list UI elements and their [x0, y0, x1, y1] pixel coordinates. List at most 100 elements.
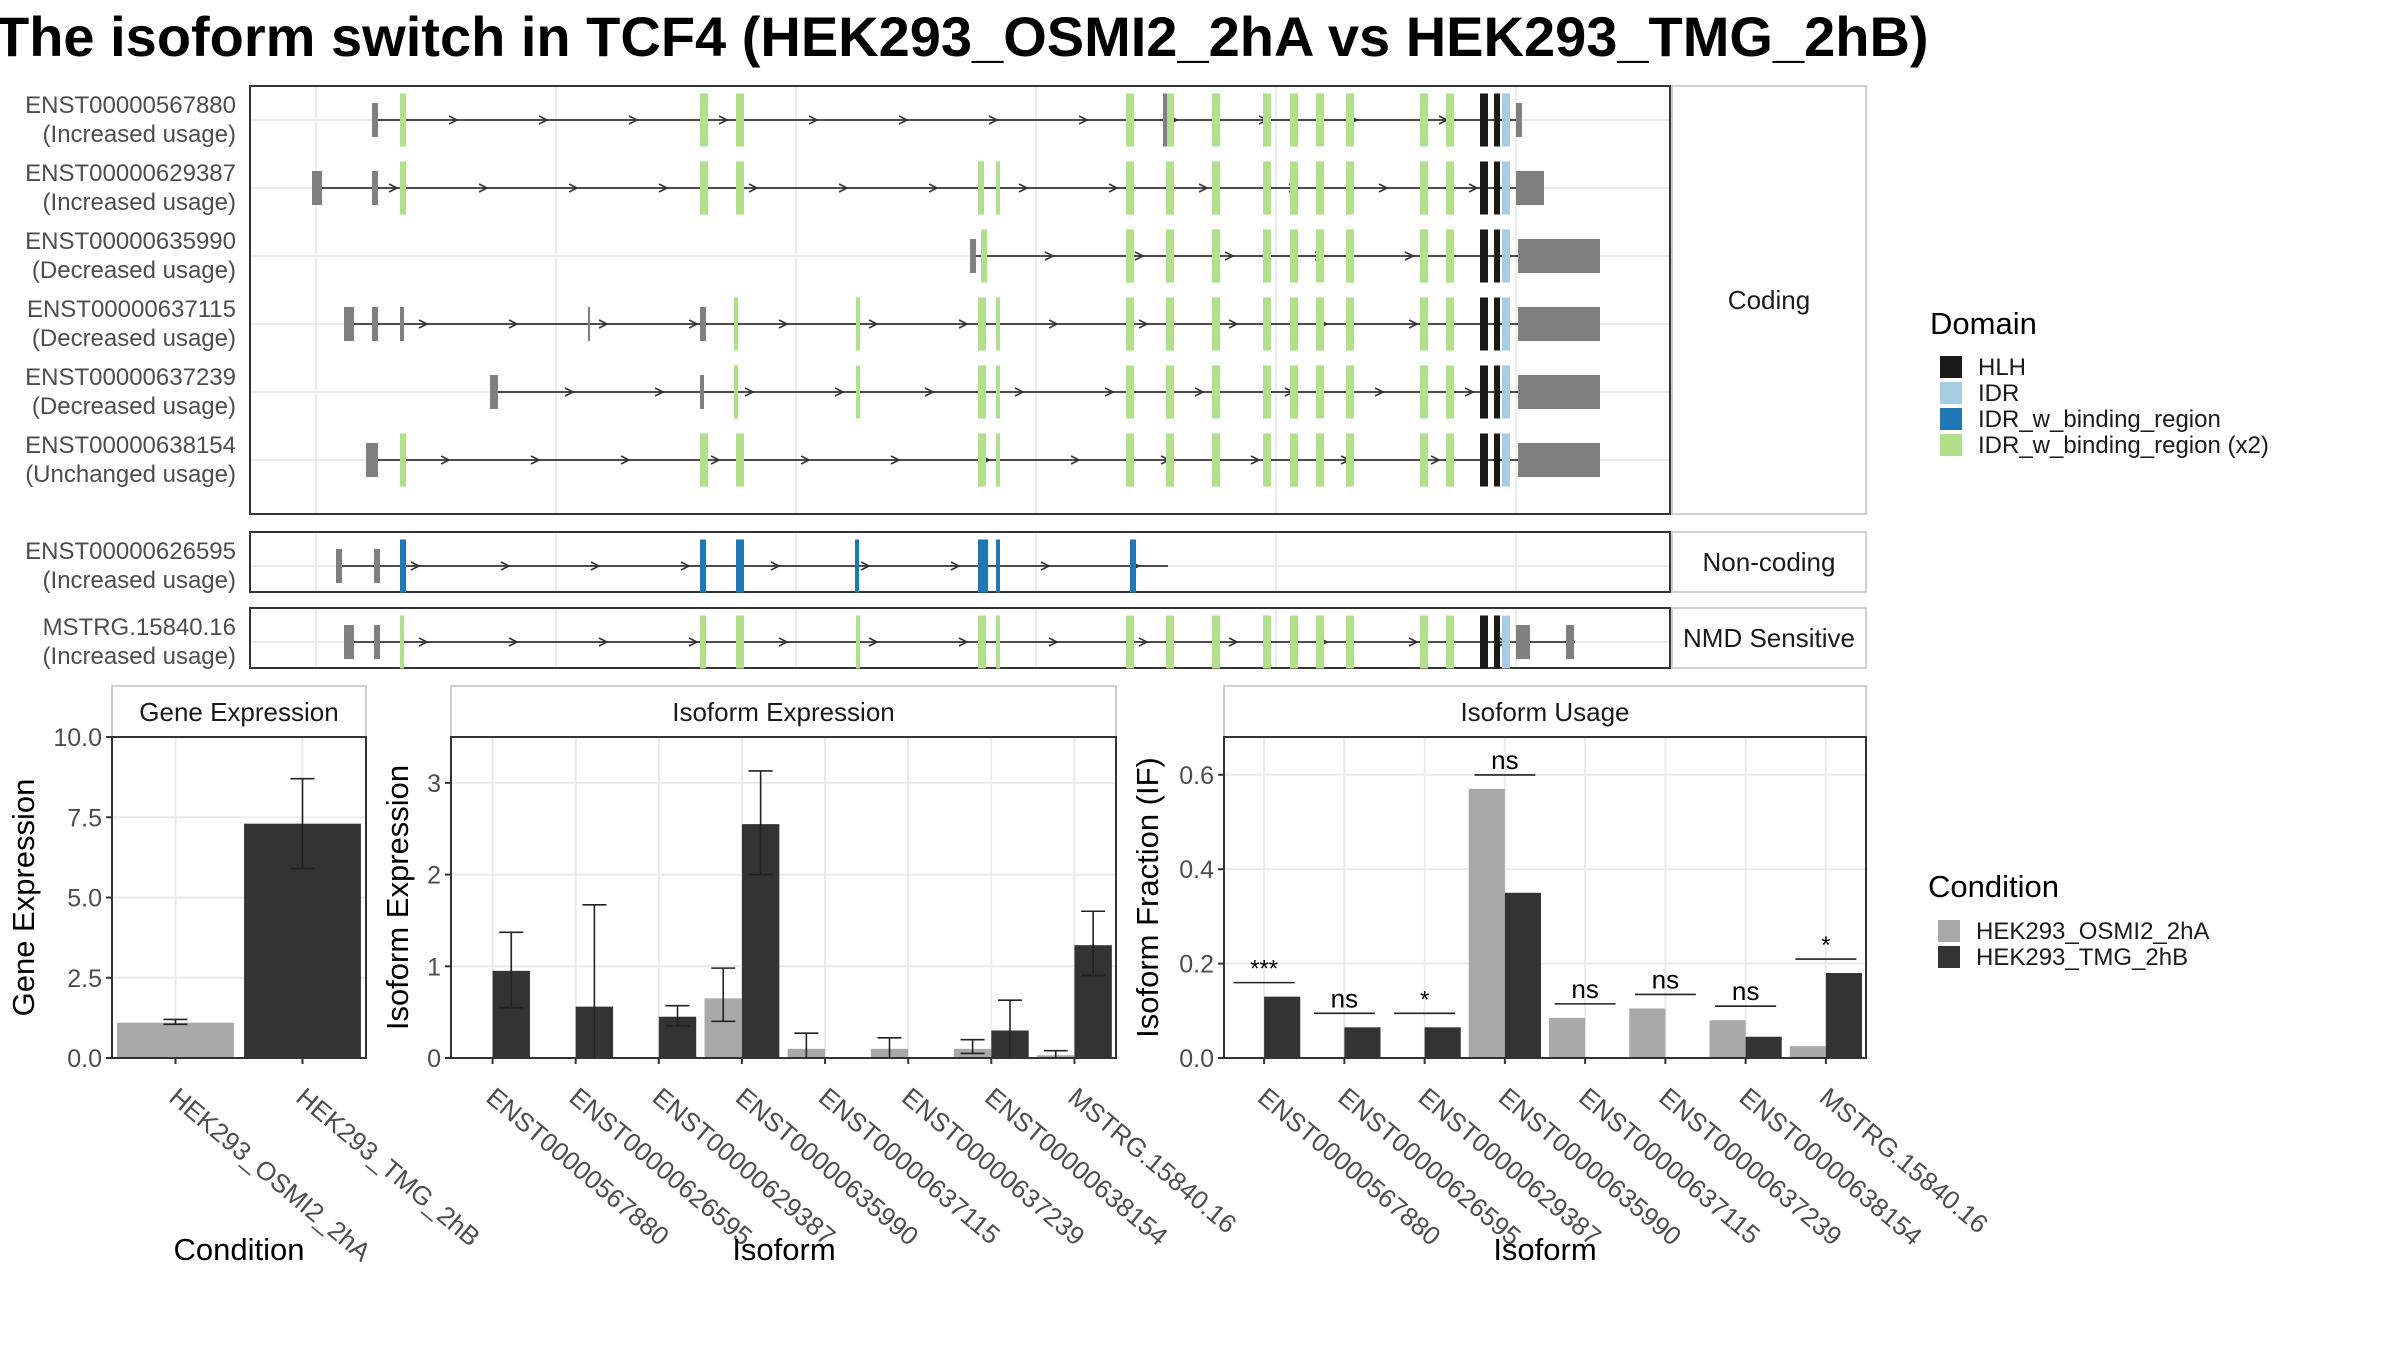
intron-direction-arrow [508, 319, 519, 329]
domain-legend: Domain HLHIDRIDR_w_binding_regionIDR_w_b… [1930, 306, 2269, 459]
intron-direction-arrow [478, 183, 489, 193]
intron-direction-arrow [1048, 637, 1059, 647]
isoform-label: ENST00000637239 [25, 364, 236, 391]
bar [1549, 1017, 1586, 1058]
intron-direction-arrow [1040, 561, 1051, 571]
exon [1494, 365, 1500, 419]
intron-direction-arrow [1404, 251, 1415, 261]
isoform-structure-panel: Coding Non-coding NMD Sensitive ENST0000056… [25, 85, 1867, 670]
panel-strip [450, 685, 1117, 738]
condition-legend-key [1938, 946, 1960, 968]
panel-strip [111, 685, 367, 738]
intron-direction-arrow [868, 637, 879, 647]
exon [1494, 615, 1500, 669]
exon [400, 615, 404, 669]
significance-label: ns [1571, 974, 1598, 1004]
exon [996, 433, 1000, 487]
exon [400, 307, 404, 341]
exon [1346, 615, 1354, 669]
intron-direction-arrow [890, 455, 901, 465]
exon [1420, 297, 1428, 351]
figure-title: The isoform switch in TCF4 (HEK293_OSMI2… [0, 5, 1929, 68]
isoform-label: MSTRG.15840.16 [43, 614, 236, 641]
exon [700, 307, 706, 341]
exon [856, 615, 860, 669]
intron-direction-arrow [654, 387, 665, 397]
exon [855, 539, 859, 593]
panel-frame [111, 736, 367, 1059]
intron-direction-arrow [1134, 251, 1145, 261]
exon [1480, 615, 1488, 669]
exon [1516, 103, 1522, 137]
exon [1126, 229, 1134, 283]
intron-direction-arrow [628, 115, 639, 125]
intron-direction-arrow [598, 637, 609, 647]
intron-direction-arrow [838, 183, 849, 193]
exon [700, 161, 708, 215]
y-tick-label: 2.5 [67, 965, 102, 993]
exon [1316, 93, 1324, 147]
exon [700, 433, 708, 487]
intron-direction-arrow [680, 561, 691, 571]
exon [490, 375, 498, 409]
exon [736, 615, 744, 669]
bar [1825, 973, 1862, 1058]
exon [400, 433, 406, 487]
y-axis-label: Gene Expression [6, 779, 41, 1017]
exon [1480, 161, 1488, 215]
significance-label: ns [1652, 964, 1679, 994]
y-tick-label: 2 [427, 862, 441, 890]
exon [1166, 161, 1174, 215]
facet-strip [1671, 607, 1867, 669]
exon [978, 365, 986, 419]
exon [996, 297, 1000, 351]
isoform-label: ENST00000567880 [25, 92, 236, 119]
exon [1420, 365, 1428, 419]
exon [700, 539, 706, 593]
exon [978, 615, 986, 669]
y-axis-label: Isoform Fraction (IF) [1130, 757, 1165, 1038]
exon [1126, 93, 1134, 147]
intron-direction-arrow [1070, 455, 1081, 465]
exon [1212, 93, 1220, 147]
bar [1789, 1046, 1826, 1058]
exon [1346, 93, 1354, 147]
intron-direction-arrow [418, 319, 429, 329]
exon [344, 625, 354, 659]
isoform-usage-label: (Decreased usage) [32, 325, 236, 352]
intron-direction-arrow [778, 637, 789, 647]
exon [374, 549, 380, 583]
exon [1502, 93, 1510, 147]
exon [981, 229, 987, 283]
intron-direction-arrow [598, 319, 609, 329]
exon [1420, 615, 1428, 669]
exon [1480, 297, 1488, 351]
exon [1480, 365, 1488, 419]
intron-direction-arrow [658, 183, 669, 193]
panel-strip [1223, 685, 1867, 738]
exon [700, 615, 706, 669]
exon [1212, 433, 1220, 487]
exon [734, 365, 738, 419]
panel-title: Isoform Expression [672, 697, 895, 727]
exon [1263, 433, 1271, 487]
y-axis-label: Isoform Expression [380, 765, 415, 1030]
exon [1494, 433, 1500, 487]
exon [1212, 615, 1220, 669]
panel-title: Gene Expression [139, 697, 338, 727]
intron-direction-arrow [1430, 455, 1441, 465]
y-tick-label: 0.4 [1179, 856, 1214, 884]
intron-direction-arrow [868, 319, 879, 329]
exon [1290, 93, 1298, 147]
exon [1126, 615, 1134, 669]
intron-direction-arrow [748, 183, 759, 193]
exon [1126, 365, 1134, 419]
y-tick-label: 5.0 [67, 885, 102, 913]
exon [1263, 93, 1271, 147]
intron-direction-arrow [688, 319, 699, 329]
panel-frame [1223, 736, 1867, 1059]
exon [1212, 229, 1220, 283]
exon [1420, 433, 1428, 487]
exon [312, 171, 322, 205]
